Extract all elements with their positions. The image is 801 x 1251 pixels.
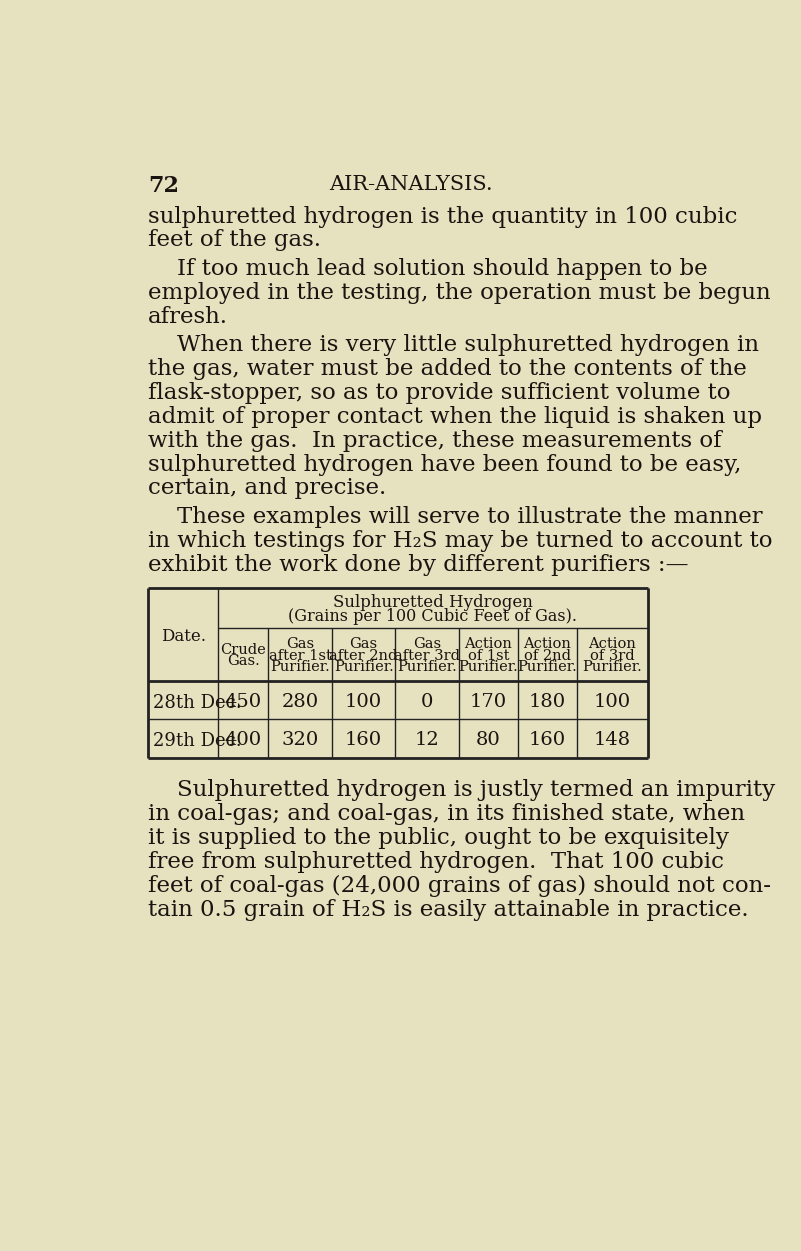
Text: 80: 80 — [476, 732, 501, 749]
Text: Gas: Gas — [349, 637, 378, 651]
Text: 100: 100 — [594, 693, 631, 711]
Text: it is supplied to the public, ought to be exquisitely: it is supplied to the public, ought to b… — [148, 827, 729, 849]
Text: Gas.: Gas. — [227, 654, 260, 668]
Text: afresh.: afresh. — [148, 305, 228, 328]
Text: certain, and precise.: certain, and precise. — [148, 478, 386, 499]
Text: Purifier.: Purifier. — [397, 661, 457, 674]
Text: Date.: Date. — [160, 628, 206, 646]
Text: in which testings for H₂S may be turned to account to: in which testings for H₂S may be turned … — [148, 529, 773, 552]
Text: 148: 148 — [594, 732, 631, 749]
Text: Sulphuretted hydrogen is justly termed an impurity: Sulphuretted hydrogen is justly termed a… — [148, 779, 775, 801]
Text: tain 0.5 grain of H₂S is easily attainable in practice.: tain 0.5 grain of H₂S is easily attainab… — [148, 898, 749, 921]
Text: flask-stopper, so as to provide sufficient volume to: flask-stopper, so as to provide sufficie… — [148, 382, 731, 404]
Text: the gas, water must be added to the contents of the: the gas, water must be added to the cont… — [148, 358, 747, 380]
Text: sulphuretted hydrogen is the quantity in 100 cubic: sulphuretted hydrogen is the quantity in… — [148, 205, 738, 228]
Text: feet of coal-gas (24,000 grains of gas) should not con-: feet of coal-gas (24,000 grains of gas) … — [148, 874, 771, 897]
Text: of 1st: of 1st — [468, 649, 509, 663]
Text: after 3rd: after 3rd — [394, 649, 461, 663]
Text: 450: 450 — [224, 693, 262, 711]
Text: Gas: Gas — [413, 637, 441, 651]
Text: 400: 400 — [224, 732, 262, 749]
Text: 160: 160 — [345, 732, 382, 749]
Text: Purifier.: Purifier. — [582, 661, 642, 674]
Text: Crude: Crude — [220, 643, 266, 657]
Text: after 2nd: after 2nd — [329, 649, 398, 663]
Text: 320: 320 — [281, 732, 319, 749]
Text: 12: 12 — [415, 732, 440, 749]
Text: feet of the gas.: feet of the gas. — [148, 229, 321, 251]
Text: Action: Action — [465, 637, 513, 651]
Text: employed in the testing, the operation must be begun: employed in the testing, the operation m… — [148, 281, 771, 304]
Text: in coal-gas; and coal-gas, in its finished state, when: in coal-gas; and coal-gas, in its finish… — [148, 803, 745, 826]
Text: AIR-ANALYSIS.: AIR-ANALYSIS. — [329, 175, 493, 194]
Text: 29th Dec.: 29th Dec. — [153, 732, 241, 751]
Text: 180: 180 — [529, 693, 566, 711]
Text: admit of proper contact when the liquid is shaken up: admit of proper contact when the liquid … — [148, 405, 763, 428]
Text: (Grains per 100 Cubic Feet of Gas).: (Grains per 100 Cubic Feet of Gas). — [288, 608, 578, 626]
Text: sulphuretted hydrogen have been found to be easy,: sulphuretted hydrogen have been found to… — [148, 454, 742, 475]
Text: Gas: Gas — [286, 637, 314, 651]
Text: If too much lead solution should happen to be: If too much lead solution should happen … — [148, 258, 708, 280]
Text: 170: 170 — [470, 693, 507, 711]
Text: 28th Dec.: 28th Dec. — [153, 694, 241, 712]
Text: Sulphuretted Hydrogen: Sulphuretted Hydrogen — [333, 594, 533, 612]
Text: after 1st: after 1st — [268, 649, 332, 663]
Text: Purifier.: Purifier. — [334, 661, 393, 674]
Text: Purifier.: Purifier. — [517, 661, 578, 674]
Text: of 2nd: of 2nd — [524, 649, 571, 663]
Text: exhibit the work done by different purifiers :—: exhibit the work done by different purif… — [148, 554, 689, 575]
Text: 100: 100 — [345, 693, 382, 711]
Text: 280: 280 — [281, 693, 319, 711]
Text: Action: Action — [589, 637, 636, 651]
Text: Purifier.: Purifier. — [458, 661, 518, 674]
Text: free from sulphuretted hydrogen.  That 100 cubic: free from sulphuretted hydrogen. That 10… — [148, 851, 724, 873]
Text: 0: 0 — [421, 693, 433, 711]
Text: with the gas.  In practice, these measurements of: with the gas. In practice, these measure… — [148, 429, 722, 452]
Text: When there is very little sulphuretted hydrogen in: When there is very little sulphuretted h… — [148, 334, 759, 357]
Text: 72: 72 — [148, 175, 179, 196]
Text: Purifier.: Purifier. — [270, 661, 330, 674]
Text: of 3rd: of 3rd — [590, 649, 634, 663]
Text: Action: Action — [523, 637, 571, 651]
Text: These examples will serve to illustrate the manner: These examples will serve to illustrate … — [148, 505, 763, 528]
Text: 160: 160 — [529, 732, 566, 749]
